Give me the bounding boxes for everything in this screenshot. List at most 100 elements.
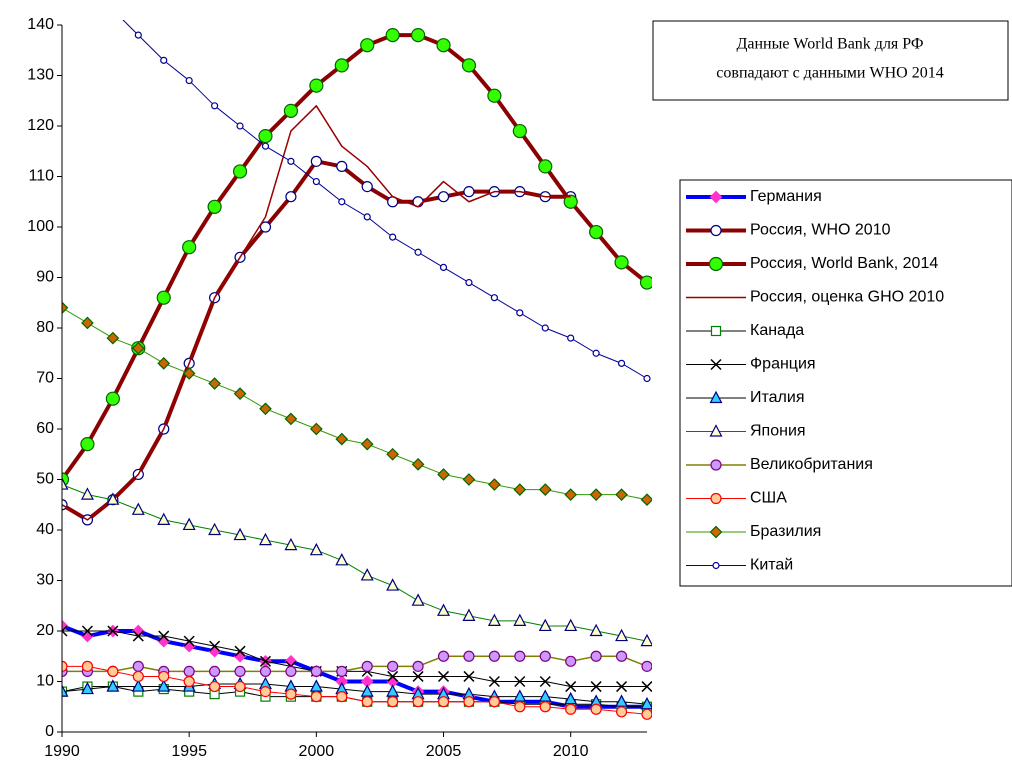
point [387,670,399,682]
point [539,650,551,662]
point [261,142,270,150]
point [488,650,500,662]
point [233,527,247,541]
point [360,684,374,697]
point [81,629,94,643]
point [232,164,248,179]
point [514,650,526,662]
legend-label: США [750,490,787,507]
point [107,625,119,637]
point [309,422,323,436]
point [437,468,450,481]
point [183,665,195,678]
point [617,359,626,367]
point [106,331,120,345]
point [414,248,422,256]
legend-label: Бразилия [750,523,821,540]
point [539,701,551,713]
legend-label: Россия, World Bank, 2014 [750,255,938,272]
point [80,487,94,500]
point [437,696,450,708]
series-line [62,105,571,521]
point [209,640,221,652]
point [643,374,651,383]
x-tick-label: 1990 [44,743,80,760]
point [592,349,600,357]
plot-area [62,20,652,720]
point [462,608,476,621]
point [589,224,604,240]
point [310,691,322,703]
point [386,447,400,461]
point [514,701,526,713]
point [259,655,272,667]
point [410,27,426,43]
point [310,155,322,167]
point [62,477,69,490]
point [709,525,723,539]
y-tick-label: 30 [36,572,54,589]
point [62,660,68,672]
point [156,290,171,305]
legend-label: Россия, оценка GHO 2010 [750,289,944,306]
point [335,553,349,566]
y-tick-label: 140 [27,16,54,33]
point [640,633,652,647]
point [589,488,603,501]
point [512,123,527,139]
point [209,665,221,678]
point [488,478,501,491]
y-tick-label: 100 [27,218,54,235]
point [439,263,448,271]
point [360,38,375,53]
point [360,568,374,581]
legend-frame [679,179,1012,587]
series-line [62,484,648,642]
legend-label: Италия [750,389,804,406]
point [182,240,197,255]
point [208,522,222,536]
point [641,708,652,720]
x-tick-label: 2010 [553,743,589,760]
point [185,76,193,85]
point [590,681,602,693]
legend-label: Канада [750,322,804,339]
point [615,694,629,707]
point [132,670,144,683]
legend: Германия Россия, WHO 2010 Россия, World Ba… [686,188,944,574]
annotation-frame [652,20,1009,101]
point [411,458,425,471]
point [62,684,69,697]
y-tick-label: 10 [36,673,54,690]
point [361,660,373,672]
point [488,696,500,708]
point [710,492,722,505]
point [81,660,94,672]
point [710,325,722,337]
point [513,689,527,702]
point [258,129,273,144]
point [590,703,602,715]
y-tick-label: 120 [27,117,54,134]
point [234,645,246,657]
point [616,681,628,693]
point [708,256,724,272]
point [157,512,171,525]
point [208,377,221,390]
point [710,459,722,471]
point [514,675,526,688]
point [234,680,246,693]
point [538,483,552,496]
point [334,58,349,73]
point [567,334,575,342]
point [488,675,500,688]
point [539,675,551,688]
point [81,625,93,637]
point [309,679,323,692]
point [207,199,222,214]
series-line [62,683,648,705]
point [361,181,373,193]
point [563,194,578,209]
legend-label: Германия [750,188,822,205]
point [236,122,244,130]
